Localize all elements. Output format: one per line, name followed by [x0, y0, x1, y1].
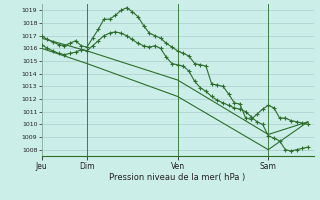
X-axis label: Pression niveau de la mer( hPa ): Pression niveau de la mer( hPa ) [109, 173, 246, 182]
